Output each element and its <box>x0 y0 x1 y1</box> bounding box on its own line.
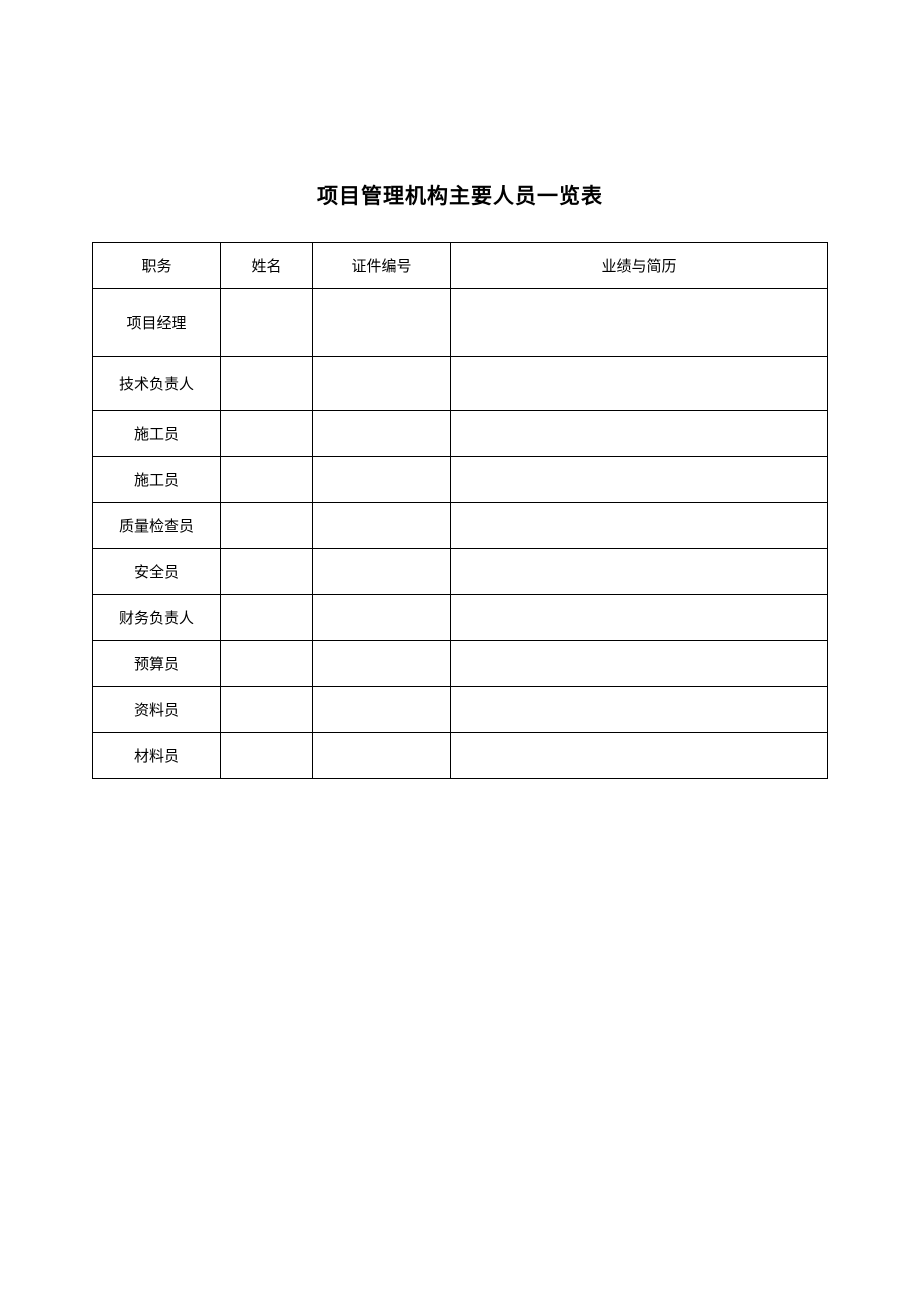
cell-position: 施工员 <box>93 411 221 457</box>
cell-resume <box>451 733 828 779</box>
cell-position: 材料员 <box>93 733 221 779</box>
cell-resume <box>451 595 828 641</box>
cell-resume <box>451 503 828 549</box>
header-resume: 业绩与简历 <box>451 243 828 289</box>
cell-position: 质量检查员 <box>93 503 221 549</box>
cell-name <box>221 289 313 357</box>
header-name: 姓名 <box>221 243 313 289</box>
cell-cert <box>313 503 451 549</box>
cell-name <box>221 411 313 457</box>
cell-position: 安全员 <box>93 549 221 595</box>
cell-resume <box>451 549 828 595</box>
cell-name <box>221 503 313 549</box>
cell-position: 施工员 <box>93 457 221 503</box>
cell-cert <box>313 289 451 357</box>
cell-cert <box>313 549 451 595</box>
cell-name <box>221 641 313 687</box>
cell-resume <box>451 411 828 457</box>
cell-name <box>221 549 313 595</box>
cell-name <box>221 357 313 411</box>
cell-position: 预算员 <box>93 641 221 687</box>
document-title: 项目管理机构主要人员一览表 <box>92 180 828 210</box>
cell-cert <box>313 687 451 733</box>
cell-name <box>221 687 313 733</box>
cell-resume <box>451 641 828 687</box>
table-row: 资料员 <box>93 687 828 733</box>
cell-cert <box>313 595 451 641</box>
table-row: 材料员 <box>93 733 828 779</box>
table-row: 预算员 <box>93 641 828 687</box>
table-row: 财务负责人 <box>93 595 828 641</box>
cell-name <box>221 595 313 641</box>
table-body: 项目经理 技术负责人 施工员 施工员 <box>93 289 828 779</box>
cell-resume <box>451 357 828 411</box>
table-row: 施工员 <box>93 457 828 503</box>
cell-resume <box>451 457 828 503</box>
cell-name <box>221 733 313 779</box>
cell-position: 资料员 <box>93 687 221 733</box>
cell-name <box>221 457 313 503</box>
header-cert: 证件编号 <box>313 243 451 289</box>
table-row: 安全员 <box>93 549 828 595</box>
header-position: 职务 <box>93 243 221 289</box>
table-row: 施工员 <box>93 411 828 457</box>
cell-cert <box>313 411 451 457</box>
table-row: 项目经理 <box>93 289 828 357</box>
cell-position: 技术负责人 <box>93 357 221 411</box>
cell-cert <box>313 357 451 411</box>
cell-resume <box>451 289 828 357</box>
cell-cert <box>313 641 451 687</box>
table-header-row: 职务 姓名 证件编号 业绩与简历 <box>93 243 828 289</box>
cell-position: 财务负责人 <box>93 595 221 641</box>
cell-cert <box>313 457 451 503</box>
cell-position: 项目经理 <box>93 289 221 357</box>
table-row: 质量检查员 <box>93 503 828 549</box>
cell-cert <box>313 733 451 779</box>
page-content: 项目管理机构主要人员一览表 职务 姓名 证件编号 业绩与简历 项目经理 技术负责… <box>0 0 920 779</box>
cell-resume <box>451 687 828 733</box>
personnel-table: 职务 姓名 证件编号 业绩与简历 项目经理 技术负责人 施工员 <box>92 242 828 779</box>
table-row: 技术负责人 <box>93 357 828 411</box>
